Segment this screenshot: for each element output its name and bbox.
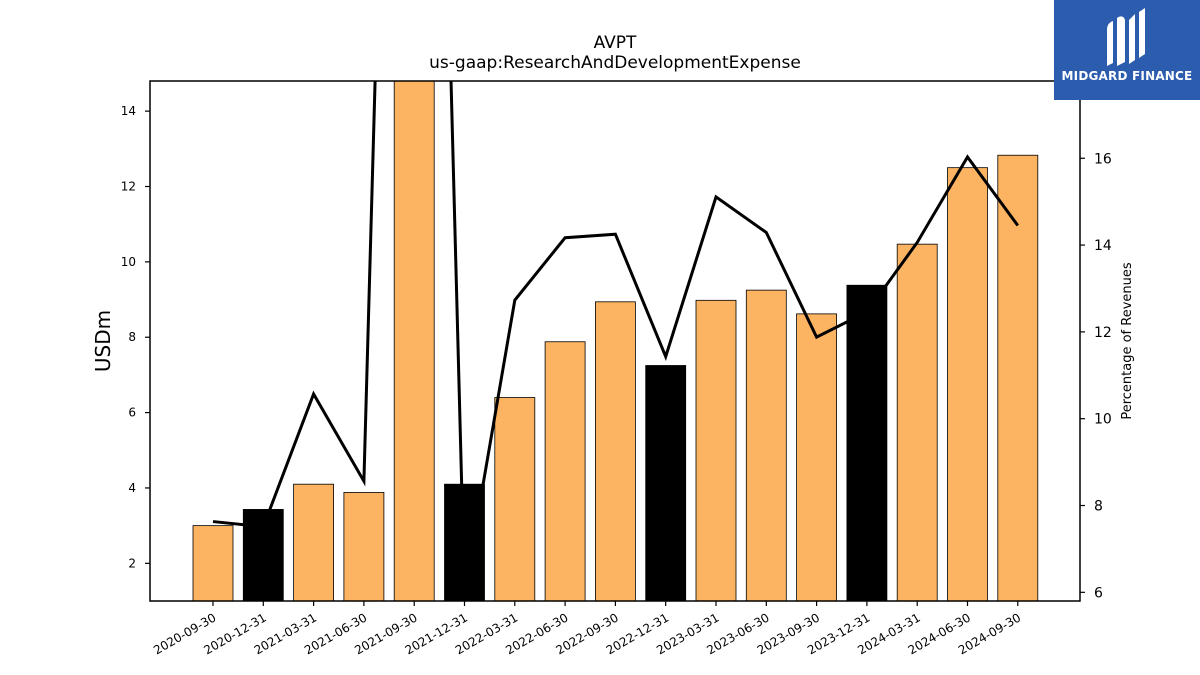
y2-tick-label: 16 bbox=[1094, 151, 1112, 167]
y-tick-label: 8 bbox=[128, 330, 136, 344]
chart-title: AVPT bbox=[594, 33, 637, 53]
percentage-line bbox=[212, 81, 1020, 593]
bar-2023-09-30 bbox=[796, 313, 837, 601]
logo-mark-icon bbox=[1107, 8, 1145, 66]
bar-2022-03-31 bbox=[494, 397, 536, 601]
bar-2023-03-31 bbox=[695, 299, 737, 601]
y-tick-label: 12 bbox=[121, 180, 136, 194]
bar-2024-06-30 bbox=[947, 167, 988, 601]
bar-2021-06-30 bbox=[343, 492, 385, 601]
y-axis-label: USDm bbox=[91, 310, 115, 372]
bar-2022-06-30 bbox=[544, 341, 586, 601]
y-tick-label: 6 bbox=[128, 406, 136, 420]
brand-logo: MIDGARD FINANCE bbox=[1054, 0, 1200, 100]
line-layer bbox=[212, 81, 1020, 593]
bar-2022-09-30 bbox=[595, 301, 636, 601]
bar-2023-12-31 bbox=[846, 284, 888, 601]
bar-2023-06-30 bbox=[745, 289, 787, 601]
bar-2022-12-31 bbox=[645, 365, 687, 601]
bar-2021-03-31 bbox=[293, 483, 335, 601]
y2-tick-label: 10 bbox=[1094, 412, 1112, 428]
bar-2020-09-30 bbox=[192, 525, 234, 601]
y2-tick-label: 6 bbox=[1094, 585, 1103, 601]
y-tick-label: 10 bbox=[121, 255, 136, 269]
y-tick-label: 4 bbox=[128, 481, 136, 495]
bar-2021-09-30 bbox=[393, 81, 435, 601]
y2-axis-label: Percentage of Revenues bbox=[1120, 262, 1135, 420]
bar-2024-03-31 bbox=[896, 243, 938, 601]
y2-tick-label: 8 bbox=[1094, 499, 1103, 515]
logo-text: MIDGARD FINANCE bbox=[1061, 69, 1193, 83]
y-tick-label: 14 bbox=[121, 104, 136, 118]
y2-tick-label: 14 bbox=[1094, 238, 1112, 254]
chart-subtitle: us-gaap:ResearchAndDevelopmentExpense bbox=[429, 53, 801, 73]
y-tick-label: 2 bbox=[128, 556, 136, 570]
bars-layer bbox=[192, 81, 1039, 601]
bar-2024-09-30 bbox=[997, 154, 1039, 601]
y2-tick-label: 12 bbox=[1094, 325, 1112, 341]
